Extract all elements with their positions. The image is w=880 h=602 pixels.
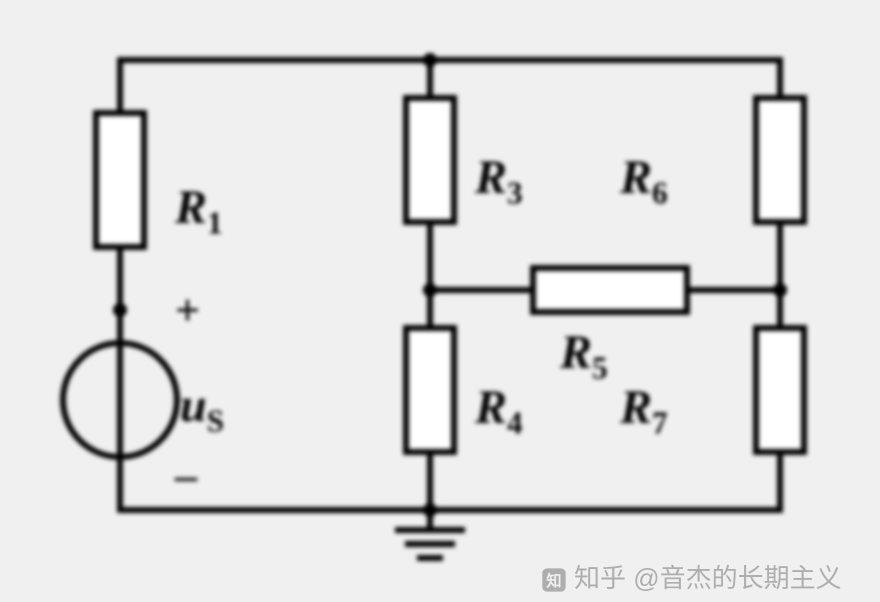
- label-r6-text: R: [620, 151, 652, 204]
- svg-text:知: 知: [545, 572, 561, 590]
- watermark-text: 知乎 @音杰的长期主义: [574, 563, 842, 593]
- node-mid-mid: [423, 283, 437, 297]
- watermark: 知 知乎 @音杰的长期主义: [540, 558, 842, 595]
- label-us-sub: S: [207, 404, 224, 439]
- node-top-mid: [423, 53, 437, 67]
- polarity-minus: –: [175, 450, 197, 501]
- label-r4-text: R: [475, 381, 507, 434]
- label-us: uS: [180, 378, 224, 440]
- label-r6-sub: 6: [652, 176, 668, 211]
- label-r1-text: R: [175, 181, 207, 234]
- ground-icon: [383, 510, 477, 570]
- resistor-r1: [93, 110, 147, 250]
- zhihu-icon: 知: [540, 566, 568, 594]
- label-r1-sub: 1: [207, 206, 223, 241]
- label-r5-sub: 5: [592, 351, 608, 386]
- voltage-source-icon: [57, 337, 183, 463]
- node-mid-right: [773, 283, 787, 297]
- label-r4: R4: [475, 380, 523, 442]
- label-r5-text: R: [560, 326, 592, 379]
- label-r7: R7: [620, 380, 668, 442]
- label-r1: R1: [175, 180, 223, 242]
- resistor-r6: [753, 95, 807, 225]
- wire-top: [117, 57, 783, 63]
- label-r4-sub: 4: [507, 406, 523, 441]
- label-us-text: u: [180, 379, 207, 432]
- resistor-r3: [403, 95, 457, 225]
- label-r7-text: R: [620, 381, 652, 434]
- label-r5: R5: [560, 325, 608, 387]
- label-r3-text: R: [475, 151, 507, 204]
- label-r3-sub: 3: [507, 176, 523, 211]
- label-r6: R6: [620, 150, 668, 212]
- node-bot-mid: [423, 503, 437, 517]
- label-r3: R3: [475, 150, 523, 212]
- polarity-plus: +: [175, 285, 200, 336]
- resistor-r4: [403, 325, 457, 455]
- circuit-canvas: + – R1 R3 R6 R5 R4 R7 uS: [0, 0, 880, 602]
- label-r7-sub: 7: [652, 406, 668, 441]
- node-src-top: [113, 303, 127, 317]
- resistor-r5: [530, 265, 690, 315]
- resistor-r7: [753, 325, 807, 455]
